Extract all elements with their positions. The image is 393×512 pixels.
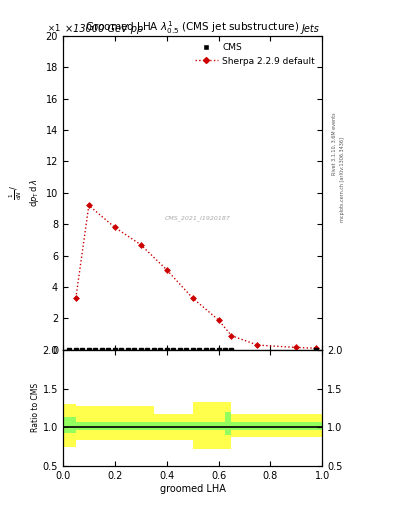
X-axis label: groomed LHA: groomed LHA [160, 483, 226, 494]
Text: Rivet 3.1.10, 3.6M events: Rivet 3.1.10, 3.6M events [332, 112, 337, 175]
Title: Groomed LHA $\lambda^{1}_{0.5}$ (CMS jet substructure): Groomed LHA $\lambda^{1}_{0.5}$ (CMS jet… [85, 19, 300, 36]
Text: mcplots.cern.ch [arXiv:1306.3436]: mcplots.cern.ch [arXiv:1306.3436] [340, 137, 345, 222]
Text: $\times1$: $\times1$ [47, 22, 60, 33]
Text: CMS_2021_I1920187: CMS_2021_I1920187 [165, 215, 231, 221]
Y-axis label: $\frac{1}{\mathrm{d}N}\,/\,$
$\mathrm{d}p_\mathrm{T}\,\mathrm{d}\,\lambda$: $\frac{1}{\mathrm{d}N}\,/\,$ $\mathrm{d}… [7, 179, 42, 207]
Text: ×13000 GeV pp: ×13000 GeV pp [66, 24, 144, 34]
Legend: CMS, Sherpa 2.2.9 default: CMS, Sherpa 2.2.9 default [193, 40, 318, 68]
Text: Jets: Jets [302, 24, 320, 34]
Y-axis label: Ratio to CMS: Ratio to CMS [31, 383, 40, 433]
